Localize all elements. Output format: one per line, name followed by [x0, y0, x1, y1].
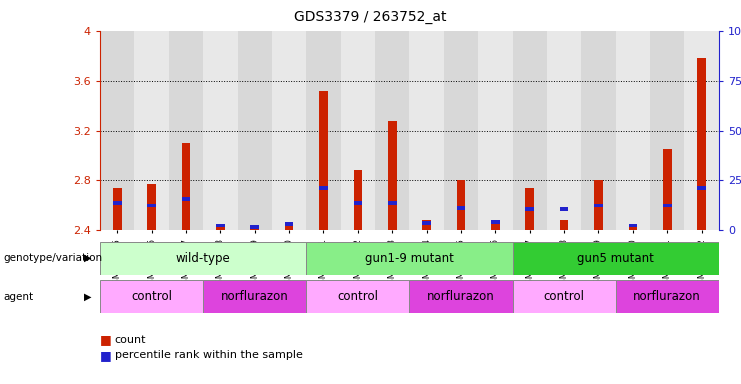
Bar [182, 143, 190, 230]
Bar [319, 91, 328, 230]
Bar [594, 204, 602, 207]
Bar [409, 280, 513, 313]
Bar [306, 280, 409, 313]
Bar [375, 31, 409, 230]
Bar [353, 170, 362, 230]
Text: ■: ■ [100, 333, 112, 346]
Bar [388, 121, 396, 230]
Bar [422, 220, 431, 230]
Bar [306, 242, 513, 275]
Bar [238, 31, 272, 230]
Bar [685, 31, 719, 230]
Bar [628, 223, 637, 227]
Text: norflurazon: norflurazon [427, 290, 495, 303]
Bar [525, 207, 534, 211]
Bar [444, 31, 478, 230]
Bar [650, 31, 685, 230]
Text: gun1-9 mutant: gun1-9 mutant [365, 252, 453, 265]
Bar [100, 280, 203, 313]
Text: gun5 mutant: gun5 mutant [577, 252, 654, 265]
Text: control: control [131, 290, 172, 303]
Bar [134, 31, 169, 230]
Bar [100, 242, 306, 275]
Bar [663, 149, 671, 230]
Bar [525, 188, 534, 230]
Bar [203, 31, 238, 230]
Bar [663, 204, 671, 207]
Text: GDS3379 / 263752_at: GDS3379 / 263752_at [294, 10, 447, 23]
Text: ▶: ▶ [84, 291, 91, 302]
Text: ▶: ▶ [84, 253, 91, 263]
Bar [388, 201, 396, 205]
Bar [547, 31, 581, 230]
Bar [513, 31, 547, 230]
Bar [559, 220, 568, 230]
Bar [285, 222, 293, 226]
Bar [182, 197, 190, 201]
Bar [341, 31, 375, 230]
Text: genotype/variation: genotype/variation [4, 253, 103, 263]
Bar [147, 184, 156, 230]
Bar [491, 220, 499, 223]
Text: norflurazon: norflurazon [634, 290, 701, 303]
Bar [456, 206, 465, 210]
Bar [100, 31, 134, 230]
Bar [456, 180, 465, 230]
Bar [285, 224, 293, 230]
Text: norflurazon: norflurazon [221, 290, 288, 303]
Bar [353, 201, 362, 205]
Bar [306, 31, 341, 230]
Bar [513, 280, 616, 313]
Bar [216, 223, 225, 227]
Bar [409, 31, 444, 230]
Bar [250, 225, 259, 228]
Text: control: control [337, 290, 379, 303]
Bar [697, 186, 706, 190]
Bar [628, 227, 637, 230]
Bar [594, 180, 602, 230]
Bar [581, 31, 616, 230]
Bar [422, 221, 431, 225]
Bar [513, 242, 719, 275]
Text: wild-type: wild-type [176, 252, 230, 265]
Bar [250, 228, 259, 230]
Bar [697, 58, 706, 230]
Bar [272, 31, 306, 230]
Bar [616, 31, 650, 230]
Text: control: control [544, 290, 585, 303]
Bar [216, 227, 225, 230]
Bar [491, 223, 499, 230]
Bar [113, 201, 122, 205]
Bar [203, 280, 306, 313]
Bar [616, 280, 719, 313]
Bar [478, 31, 513, 230]
Bar [169, 31, 203, 230]
Bar [147, 204, 156, 207]
Bar [319, 186, 328, 190]
Text: ■: ■ [100, 349, 112, 362]
Text: count: count [115, 335, 147, 345]
Text: agent: agent [4, 291, 34, 302]
Bar [113, 188, 122, 230]
Text: percentile rank within the sample: percentile rank within the sample [115, 350, 303, 360]
Bar [559, 207, 568, 211]
